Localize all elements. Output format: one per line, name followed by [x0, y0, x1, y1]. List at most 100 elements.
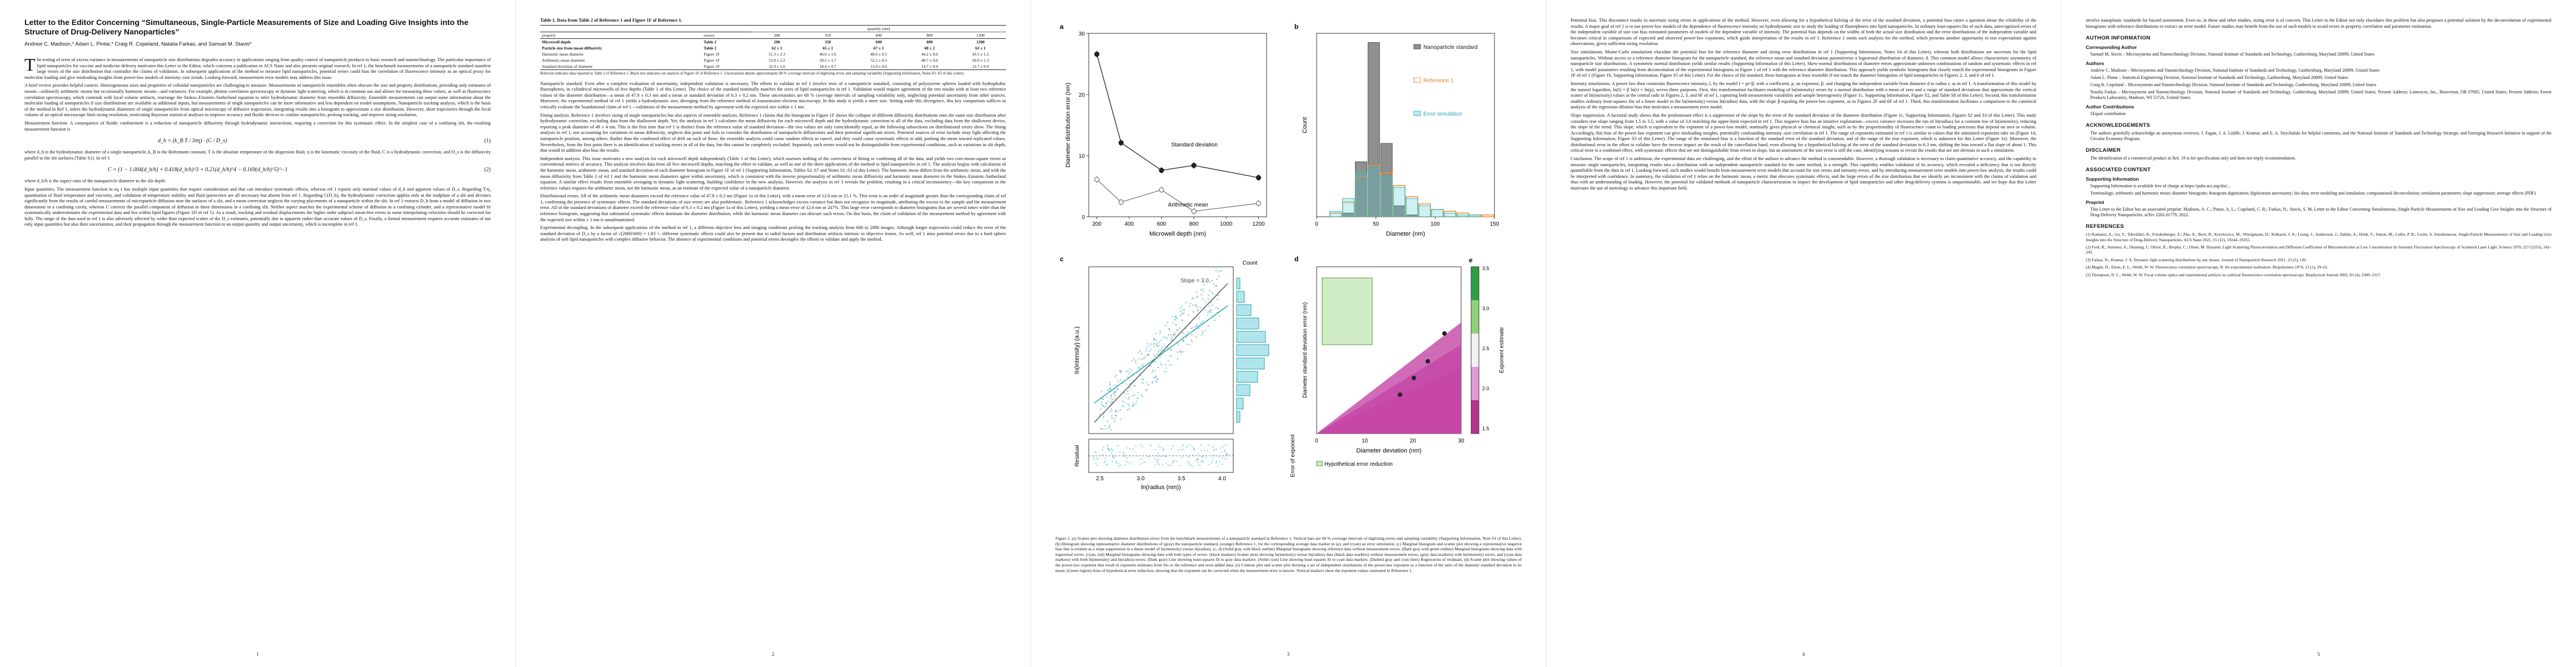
- scatter-point: [1114, 420, 1115, 422]
- scatter-point: [1152, 369, 1154, 371]
- scatter-point: [1107, 400, 1109, 402]
- scatter-point: [1109, 387, 1111, 390]
- x-tick-label: 1200: [1252, 221, 1265, 227]
- residual-point: [1170, 448, 1173, 450]
- colorbar-segment: [1471, 300, 1479, 334]
- residual-point: [1095, 451, 1097, 453]
- scatter-point: [1175, 324, 1177, 326]
- scatter-point: [1150, 343, 1152, 345]
- scatter-point: [1196, 306, 1198, 308]
- slope-annotation: Slope = 3.0: [1180, 278, 1209, 284]
- scatter-point: [1132, 404, 1134, 406]
- marginal-bar: [1236, 384, 1250, 396]
- scatter-point: [1107, 389, 1109, 391]
- scatter-point: [1163, 371, 1165, 372]
- residual-point: [1124, 464, 1126, 466]
- residual-point: [1108, 450, 1110, 452]
- reference-item: (2) Ford, R.; Antonov, A.; Dunning, I.; …: [2086, 245, 2552, 255]
- scatter-point: [1190, 327, 1192, 330]
- scatter-point: [1158, 345, 1160, 347]
- residual-point: [1147, 456, 1149, 457]
- scatter-point: [1182, 331, 1184, 334]
- exponent-marker: [1426, 359, 1430, 364]
- section-heading: AUTHOR INFORMATION: [2086, 35, 2151, 42]
- page-number: 3: [1287, 651, 1290, 657]
- residual-point: [1129, 447, 1131, 450]
- scatter-point: [1132, 395, 1134, 397]
- scatter-point: [1160, 339, 1162, 341]
- residual-point: [1127, 457, 1128, 459]
- paragraph: involve nanoplastic standards for hazard…: [2086, 18, 2552, 29]
- section-heading: DISCLAIMER: [2086, 147, 2121, 154]
- scatter-point: [1115, 374, 1117, 376]
- table-cell: 800: [926, 39, 933, 44]
- scatter-point: [1193, 297, 1194, 299]
- scatter-point: [1179, 311, 1182, 313]
- scatter-point: [1157, 379, 1159, 381]
- x-tick-label: 20: [1410, 438, 1417, 444]
- scatter-point: [1153, 339, 1155, 341]
- table-cell: 50.0 ± 1.3: [972, 58, 989, 63]
- scatter-point: [1128, 405, 1130, 407]
- table-row: Harmonic mean diameter Figure 1F 51.3 ± 2.…: [540, 51, 1006, 57]
- x-tick-label: 150: [1490, 221, 1499, 227]
- scatter-point: [1204, 330, 1206, 332]
- section-text: Andrew C. Madison – Microsystems and Nan…: [2090, 68, 2380, 73]
- scatter-point: [1110, 401, 1112, 404]
- residual-point: [1223, 444, 1225, 446]
- residual-point: [1095, 462, 1097, 465]
- scatter-point: [1155, 344, 1158, 346]
- colorbar-tick-label: 1.5: [1482, 426, 1489, 431]
- data-point: [1118, 199, 1124, 205]
- residual-point: [1217, 465, 1219, 467]
- page-4: Potential bias. This disconnect results …: [1546, 0, 2061, 667]
- scatter-point: [1202, 331, 1204, 333]
- article-title: Letter to the Editor Concerning “Simulta…: [24, 18, 469, 36]
- scatter-point: [1197, 310, 1199, 312]
- histogram-bar: [1406, 198, 1418, 217]
- table-row: Particle size from mean diffusivity Table…: [540, 45, 1006, 51]
- scatter-point: [1151, 371, 1153, 373]
- x-tick-label: 200: [1092, 221, 1102, 227]
- legend-swatch: [1413, 111, 1421, 116]
- scatter-point: [1170, 338, 1173, 340]
- table-cell: 18.4 ± 0.7: [802, 63, 854, 70]
- scatter-point: [1195, 291, 1198, 293]
- scatter-point: [1177, 344, 1179, 346]
- table-cell: 32.9 ± 1.6: [751, 63, 803, 70]
- reference-item: (5) Thompson, N. L.; Webb, W. W. Focal v…: [2086, 272, 2381, 277]
- residual-point: [1197, 459, 1198, 460]
- paragraph: Conclusion. The scope of ref 1 is ambiti…: [1571, 156, 2036, 191]
- page-5: involve nanoplastic standards for hazard…: [2061, 0, 2576, 667]
- scatter-point: [1100, 390, 1103, 392]
- residual-point: [1097, 465, 1098, 466]
- scatter-point: [1195, 304, 1197, 306]
- scatter-point: [1167, 321, 1169, 323]
- scatter-point: [1165, 367, 1167, 369]
- scatter-point: [1153, 343, 1155, 345]
- residual-point: [1093, 456, 1095, 459]
- scatter-point: [1163, 345, 1165, 346]
- table-cell: 48.7 ± 0.6: [921, 58, 938, 63]
- panel-label-b: b: [1294, 23, 1298, 31]
- scatter-point: [1218, 315, 1220, 317]
- scatter-point: [1143, 382, 1145, 384]
- scatter-point: [1159, 349, 1160, 351]
- x-tick-label: 400: [1124, 221, 1134, 227]
- residual-point: [1112, 456, 1114, 459]
- residual-point: [1158, 446, 1160, 448]
- colorbar-label: Exponent estimate: [1499, 327, 1505, 373]
- scatter-point: [1202, 288, 1204, 290]
- scatter-point: [1172, 334, 1174, 336]
- scatter-point: [1183, 309, 1185, 311]
- table-cell: 1200: [976, 39, 985, 44]
- scatter-point: [1172, 322, 1174, 324]
- scatter-point: [1100, 401, 1103, 404]
- scatter-point: [1127, 370, 1129, 372]
- data-table: quantity (nm) property source 200 350 60…: [540, 25, 1006, 70]
- scatter-point: [1160, 362, 1162, 365]
- table-cell: Standard deviation of diameter: [540, 63, 702, 70]
- table-cell: 48.6 ± 0.5: [870, 52, 888, 57]
- scatter-point: [1208, 295, 1209, 297]
- scatter-point: [1142, 379, 1144, 381]
